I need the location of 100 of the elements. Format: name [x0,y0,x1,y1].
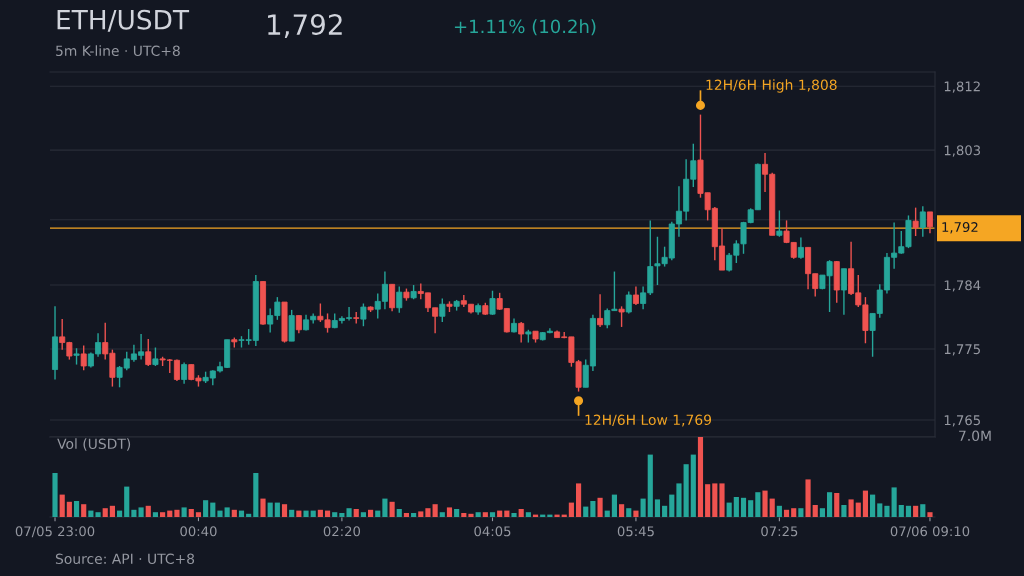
bar [604,510,610,517]
bar [224,507,230,517]
bar [353,509,359,517]
candlestick [912,206,919,237]
bar [66,501,72,517]
bar [597,497,603,517]
bar [332,512,338,517]
bar [791,508,797,517]
bar [755,492,761,517]
bar [181,507,187,517]
bar [575,483,582,517]
candlestick [489,290,496,316]
bar [231,509,237,517]
bar [683,464,689,517]
bar [52,473,58,517]
bar [339,513,345,517]
bar [131,509,137,517]
bar [102,508,108,517]
bar [346,508,352,517]
candlestick [840,268,847,316]
candlestick [181,361,188,385]
bar [504,510,510,517]
bar [88,510,94,517]
bar [403,513,410,517]
bar [697,437,704,517]
bar [905,505,912,517]
y-tick-label: 1,803 [944,145,981,157]
bar [375,510,381,517]
bar [568,502,574,517]
source-note: Source: API · UTC+8 [55,553,195,565]
bar [583,506,589,517]
candlestick [389,283,396,313]
bar [109,505,115,517]
candlestick [776,209,783,238]
bar [296,510,302,517]
candlestick [797,236,804,260]
candlestick [518,321,525,344]
bar [805,479,811,517]
bar [676,483,682,517]
candlestick [926,211,933,234]
bar [762,490,768,517]
bar [855,502,861,517]
bar [217,510,223,517]
bar [511,513,517,517]
bar [425,508,431,517]
bar [260,498,266,517]
bar [188,509,194,517]
bar [826,492,833,517]
candlestick [632,285,639,306]
candlestick [360,302,367,327]
bar [195,512,202,517]
bar [461,513,467,517]
bar [590,501,596,517]
bar [368,509,374,517]
bar [776,505,782,517]
y-tick-label: 1,765 [944,415,980,427]
bar [138,507,144,517]
bar [317,509,323,517]
text: +1.11% (10.2h) [454,19,596,36]
bar [798,508,804,517]
x-tick-label: 05:45 [617,526,654,537]
y-tick-label: 1,775 [944,344,980,356]
bar [783,509,790,517]
bar [891,487,897,517]
candlestick [145,338,152,367]
bar [203,500,209,517]
bar [289,509,295,517]
bar [690,454,696,517]
bar [913,505,919,517]
candlestick [80,344,87,371]
bar [210,502,216,517]
x-tick-label: 07/05 23:00 [15,526,95,538]
bar [174,509,180,517]
bar [116,510,123,517]
bar [920,504,926,517]
bar [834,493,840,517]
bar [633,510,639,517]
bar [841,505,847,517]
bar [733,497,739,517]
bar [124,486,130,517]
bar [611,494,617,517]
bar [554,514,560,517]
y-tick-label: 1,812 [944,81,980,93]
bar [884,505,890,517]
bar [927,512,933,517]
bar [418,511,424,517]
candlestick [152,346,159,367]
bar [740,497,747,517]
candlestick [618,305,625,328]
bar [848,499,854,517]
x-tick-label: 02:20 [323,526,361,537]
bar [489,512,496,517]
bar [382,498,388,517]
bar [73,501,80,517]
bar [726,502,732,517]
candlestick [439,297,446,323]
bar [468,513,474,517]
y-tick-label: 1,784 [944,280,981,292]
bar [669,494,675,517]
bar [446,507,453,517]
